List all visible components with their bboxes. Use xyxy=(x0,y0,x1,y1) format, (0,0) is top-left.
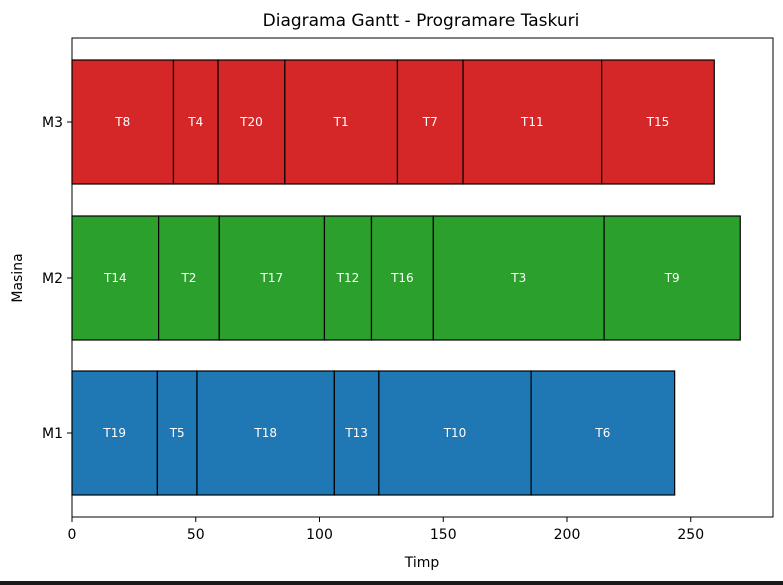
task-bar-m1-t5 xyxy=(156,370,198,496)
x-tick-label-50: 50 xyxy=(187,527,205,543)
task-bar-m2-t12 xyxy=(323,215,373,341)
x-tick-label-150: 150 xyxy=(430,527,457,543)
task-label-t10: T10 xyxy=(443,426,467,440)
task-label-t1: T1 xyxy=(333,115,349,129)
task-bar-m3-t11 xyxy=(462,59,603,185)
task-bar-m2-t3 xyxy=(432,215,605,341)
x-tick-label-100: 100 xyxy=(306,527,333,543)
task-bar-m3-t15 xyxy=(601,59,715,185)
task-bar-m1-t18 xyxy=(196,370,335,496)
x-tick-label-0: 0 xyxy=(68,527,77,543)
y-axis-label: Masina xyxy=(10,253,26,302)
task-label-t11: T11 xyxy=(520,115,544,129)
task-label-t17: T17 xyxy=(260,271,284,285)
task-label-t15: T15 xyxy=(646,115,670,129)
task-bar-m3-t8 xyxy=(71,59,175,185)
task-bar-m1-t10 xyxy=(378,370,532,496)
x-tick-label-200: 200 xyxy=(554,527,581,543)
task-label-t3: T3 xyxy=(510,271,526,285)
task-label-t6: T6 xyxy=(594,426,610,440)
task-bar-m2-t2 xyxy=(158,215,220,341)
task-label-t4: T4 xyxy=(187,115,203,129)
chart-title: Diagrama Gantt - Programare Taskuri xyxy=(263,11,580,31)
task-label-t16: T16 xyxy=(390,271,414,285)
task-bar-m2-t9 xyxy=(603,215,741,341)
y-tick-label-m2: M2 xyxy=(42,271,63,287)
x-tick-label-250: 250 xyxy=(677,527,704,543)
y-tick-label-m1: M1 xyxy=(42,426,63,442)
task-bar-m1-t6 xyxy=(530,370,676,496)
task-bar-m3-t20 xyxy=(217,59,286,185)
task-label-t13: T13 xyxy=(344,426,368,440)
task-bar-m3-t7 xyxy=(396,59,464,185)
bottom-border xyxy=(0,581,783,585)
y-tick-label-m3: M3 xyxy=(42,115,63,131)
task-bar-m2-t17 xyxy=(218,215,326,341)
task-bar-m2-t14 xyxy=(71,215,160,341)
task-label-t14: T14 xyxy=(103,271,127,285)
x-axis-label: Timp xyxy=(404,555,440,571)
y-ticks: M1 M2 M3 xyxy=(42,115,72,442)
task-label-t7: T7 xyxy=(422,115,438,129)
task-label-t12: T12 xyxy=(336,271,360,285)
task-bar-m1-t19 xyxy=(71,370,158,496)
task-label-t19: T19 xyxy=(102,426,126,440)
task-bar-m3-t1 xyxy=(284,59,399,185)
task-label-t9: T9 xyxy=(664,271,680,285)
task-label-t20: T20 xyxy=(239,115,263,129)
x-ticks: 0 50 100 150 200 250 xyxy=(68,517,704,543)
task-label-t8: T8 xyxy=(114,115,130,129)
task-label-t2: T2 xyxy=(180,271,196,285)
task-label-t5: T5 xyxy=(169,426,185,440)
bars-layer xyxy=(71,59,741,496)
bar-labels-layer: T19 T5 T18 T13 T10 T6 T14 T2 T17 T12 T16 T3 T9 T8 T4 T2… xyxy=(102,115,679,440)
task-label-t18: T18 xyxy=(253,426,277,440)
